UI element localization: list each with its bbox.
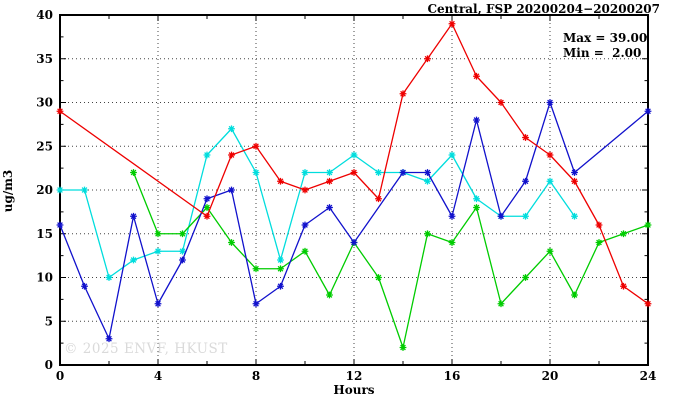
- x-tick-label: 0: [56, 369, 64, 383]
- series-markers-red: [56, 20, 652, 308]
- y-tick-label: 5: [45, 314, 53, 328]
- series-markers-cyan: [56, 125, 578, 281]
- y-axis-label: ug/m3: [1, 169, 15, 213]
- y-tick-label: 40: [36, 8, 53, 22]
- series-markers-blue: [56, 99, 652, 343]
- y-tick-label: 10: [36, 271, 53, 285]
- series-line-blue: [59, 101, 649, 340]
- y-tick-label: 15: [36, 227, 53, 241]
- y-tick-label: 25: [36, 139, 53, 153]
- x-tick-label: 12: [346, 369, 363, 383]
- x-tick-label: 8: [252, 369, 260, 383]
- x-tick-label: 16: [444, 369, 461, 383]
- watermark-text: © 2025 ENVF, HKUST: [64, 341, 228, 357]
- chart-title: Central, FSP 20200204−20200207: [427, 2, 661, 16]
- max-min-annotation: Max = 39.00 Min = 2.00: [563, 31, 647, 61]
- x-tick-label: 20: [542, 369, 559, 383]
- y-tick-label: 20: [36, 183, 53, 197]
- y-tick-label: 35: [36, 52, 53, 66]
- series-markers-green: [130, 169, 652, 351]
- y-tick-label: 0: [45, 358, 53, 372]
- min-value-label: Min = 2.00: [563, 46, 642, 60]
- series-line-green: [132, 172, 649, 349]
- x-tick-label: 4: [154, 369, 162, 383]
- y-tick-label: 30: [36, 96, 53, 110]
- x-tick-label: 24: [640, 369, 657, 383]
- series-line-red: [59, 23, 649, 305]
- x-axis-label: Hours: [333, 383, 375, 397]
- series-line-cyan: [60, 128, 576, 279]
- max-value-label: Max = 39.00: [563, 31, 648, 45]
